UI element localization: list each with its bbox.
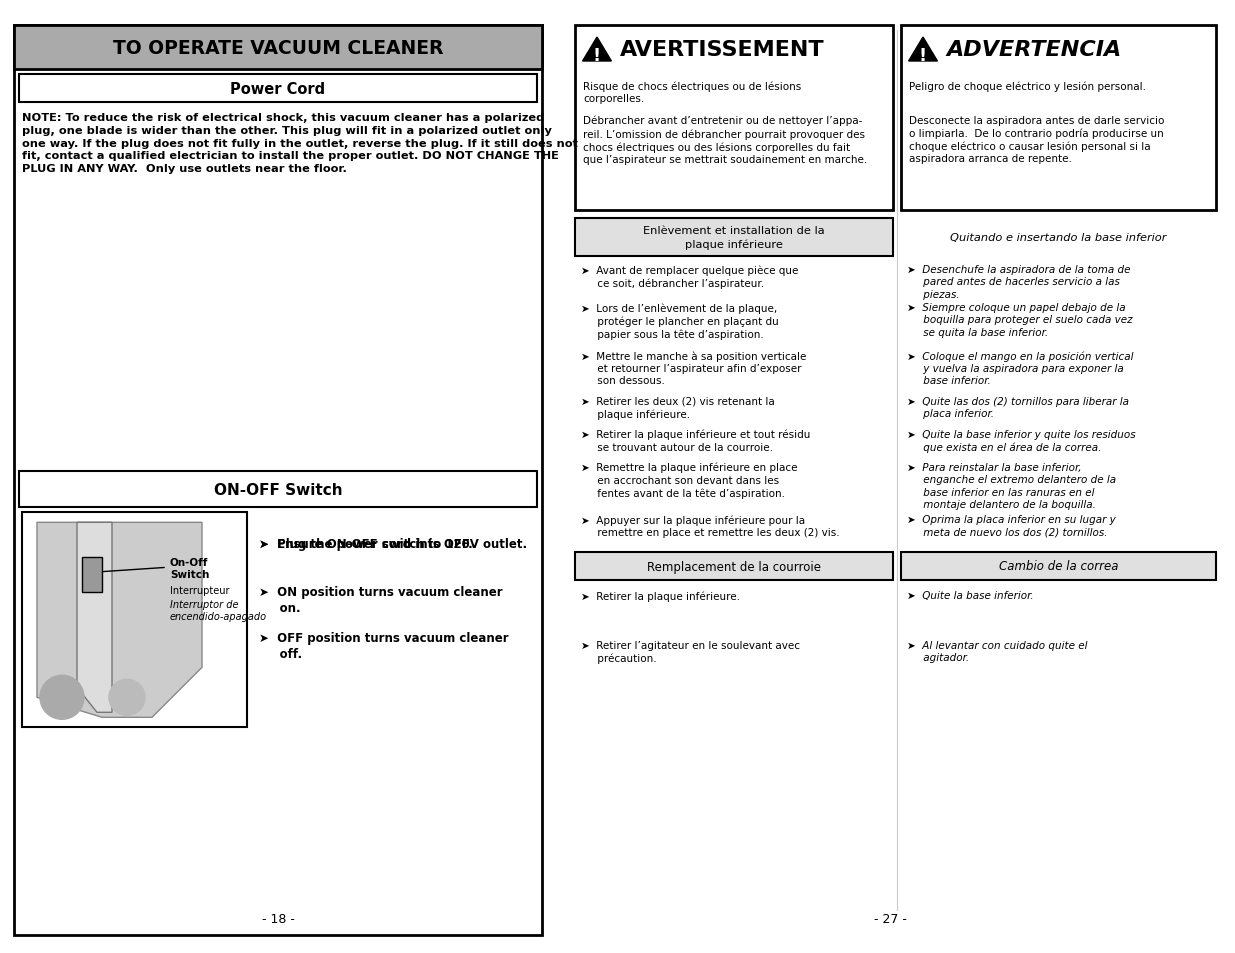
Text: Risque de chocs électriques ou de lésions
corporelles.: Risque de chocs électriques ou de lésion…: [583, 81, 802, 104]
Polygon shape: [37, 523, 203, 718]
Text: ➤  Lors de l’enlèvement de la plaque,
     protéger le plancher en plaçant du
  : ➤ Lors de l’enlèvement de la plaque, pro…: [580, 303, 779, 339]
Text: ➤  Appuyer sur la plaque inférieure pour la
     remettre en place et remettre l: ➤ Appuyer sur la plaque inférieure pour …: [580, 515, 840, 537]
Text: ➤  Quite la base inferior.: ➤ Quite la base inferior.: [906, 590, 1034, 600]
Bar: [14, 26, 542, 935]
Bar: [902, 219, 1216, 256]
Polygon shape: [77, 523, 112, 713]
Text: Enlèvement et installation de la
plaque inférieure: Enlèvement et installation de la plaque …: [643, 226, 825, 250]
Text: ➤  Desenchufe la aspiradora de la toma de
     pared antes de hacerles servicio : ➤ Desenchufe la aspiradora de la toma de…: [906, 265, 1130, 299]
Text: - 18 -: - 18 -: [262, 912, 294, 925]
Bar: [14, 26, 542, 70]
Text: Quitando e insertando la base inferior: Quitando e insertando la base inferior: [950, 233, 1167, 243]
Text: ➤  Plug the power cord into 120V outlet.: ➤ Plug the power cord into 120V outlet.: [259, 537, 527, 551]
Text: TO OPERATE VACUUM CLEANER: TO OPERATE VACUUM CLEANER: [112, 38, 443, 57]
Text: ➤  Retirer les deux (2) vis retenant la
     plaque inférieure.: ➤ Retirer les deux (2) vis retenant la p…: [580, 396, 774, 419]
Text: ➤  Quite las dos (2) tornillos para liberar la
     placa inferior.: ➤ Quite las dos (2) tornillos para liber…: [906, 396, 1129, 419]
Text: On-Off
Switch: On-Off Switch: [170, 558, 210, 579]
Text: !: !: [593, 47, 601, 65]
Text: !: !: [919, 47, 927, 65]
Text: ➤  Coloque el mango en la posición vertical
     y vuelva la aspiradora para exp: ➤ Coloque el mango en la posición vertic…: [906, 351, 1134, 386]
Text: Interruptor de
encendido-apagado: Interruptor de encendido-apagado: [170, 599, 267, 621]
Text: Desconecte la aspiradora antes de darle servicio
o limpiarla.  De lo contrario p: Desconecte la aspiradora antes de darle …: [909, 116, 1165, 164]
Text: Remplacement de la courroie: Remplacement de la courroie: [647, 560, 821, 573]
Text: - 27 -: - 27 -: [873, 912, 906, 925]
Text: ➤  Remettre la plaque inférieure en place
     en accrochant son devant dans les: ➤ Remettre la plaque inférieure en place…: [580, 462, 798, 498]
Text: Interrupteur: Interrupteur: [170, 586, 230, 596]
Text: ➤  Oprima la placa inferior en su lugar y
     meta de nuevo los dos (2) tornill: ➤ Oprima la placa inferior en su lugar y…: [906, 515, 1115, 537]
Bar: [576, 219, 893, 256]
Bar: [82, 558, 103, 593]
Text: Peligro de choque eléctrico y lesión personal.: Peligro de choque eléctrico y lesión per…: [909, 81, 1146, 91]
Polygon shape: [909, 38, 937, 62]
Polygon shape: [583, 38, 611, 62]
Bar: [19, 75, 537, 103]
Bar: [576, 553, 893, 580]
Bar: [19, 472, 537, 508]
Text: ➤  OFF position turns vacuum cleaner
     off.: ➤ OFF position turns vacuum cleaner off.: [259, 632, 509, 660]
Text: ➤  Retirer la plaque inférieure et tout résidu
     se trouvant autour de la cou: ➤ Retirer la plaque inférieure et tout r…: [580, 430, 810, 453]
Text: Power Cord: Power Cord: [231, 81, 326, 96]
Text: ➤  Para reinstalar la base inferior,
     enganche el extremo delantero de la
  : ➤ Para reinstalar la base inferior, enga…: [906, 462, 1116, 510]
Text: ➤  ON position turns vacuum cleaner
     on.: ➤ ON position turns vacuum cleaner on.: [259, 586, 503, 615]
Text: NOTE: To reduce the risk of electrical shock, this vacuum cleaner has a polarize: NOTE: To reduce the risk of electrical s…: [22, 112, 578, 174]
Text: ON-OFF Switch: ON-OFF Switch: [214, 482, 342, 497]
Bar: [22, 513, 247, 727]
Bar: [902, 553, 1216, 580]
Text: ➤  Siempre coloque un papel debajo de la
     boquilla para proteger el suelo ca: ➤ Siempre coloque un papel debajo de la …: [906, 303, 1132, 337]
Bar: [576, 26, 893, 211]
Text: ➤  Retirer l’agitateur en le soulevant avec
     précaution.: ➤ Retirer l’agitateur en le soulevant av…: [580, 640, 800, 663]
Bar: [902, 26, 1216, 211]
Text: ➤  Al levantar con cuidado quite el
     agitador.: ➤ Al levantar con cuidado quite el agita…: [906, 640, 1088, 662]
Text: ➤  Ensure ON-OFF switch is OFF.: ➤ Ensure ON-OFF switch is OFF.: [259, 537, 473, 551]
Text: ➤  Avant de remplacer quelque pièce que
     ce soit, débrancher l’aspirateur.: ➤ Avant de remplacer quelque pièce que c…: [580, 265, 798, 288]
Circle shape: [40, 676, 84, 720]
Text: ➤  Mettre le manche à sa position verticale
     et retourner l’aspirateur afin : ➤ Mettre le manche à sa position vertica…: [580, 351, 806, 386]
Text: ADVERTENCIA: ADVERTENCIA: [946, 40, 1121, 60]
Text: Débrancher avant d’entretenir ou de nettoyer l’appa-
reil. L’omission de débranc: Débrancher avant d’entretenir ou de nett…: [583, 116, 867, 165]
Text: ➤  Quite la base inferior y quite los residuos
     que exista en el área de la : ➤ Quite la base inferior y quite los res…: [906, 430, 1136, 453]
Text: AVERTISSEMENT: AVERTISSEMENT: [620, 40, 825, 60]
Text: Cambio de la correa: Cambio de la correa: [999, 560, 1118, 573]
Circle shape: [109, 679, 144, 716]
Text: ➤  Retirer la plaque inférieure.: ➤ Retirer la plaque inférieure.: [580, 590, 740, 601]
